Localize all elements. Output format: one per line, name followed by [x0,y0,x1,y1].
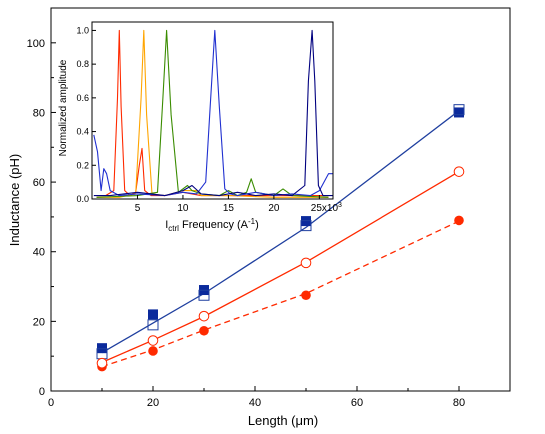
main-y-axis-label: Inductance (pH) [7,154,22,247]
main-y-tick-label: 100 [27,38,45,50]
fit-line-1 [101,171,460,363]
inset-x-tick-label: 10 [177,203,189,214]
point-filled-circle [301,290,311,301]
inset-background [92,22,333,199]
main-y-tick-label: 0 [39,386,45,398]
point-filled-circle [148,346,158,356]
point-open-circle [300,257,312,269]
point-filled-square [148,309,158,320]
main-x-axis-label: Length (μm) [248,413,318,428]
main-y-tick-label: 20 [33,316,45,328]
point-open-circle [147,335,159,346]
point-open-square [147,319,159,331]
point-open-circle [453,166,465,177]
main-y-tick-label: 40 [33,247,45,259]
point-filled-square [454,107,464,118]
main-y-tick-label: 80 [33,107,45,119]
main-x-tick-label: 20 [147,397,159,409]
main-x-tick-label: 40 [249,397,261,409]
inset-y-tick-label: 0.2 [76,160,89,170]
main-x-tick-label: 80 [453,397,465,409]
inset-series-4 [93,29,333,197]
inset-y-tick-label: 0.6 [76,93,89,103]
inset-y-tick-label: 0.0 [76,194,89,204]
point-filled-square [97,343,107,354]
inset-y-axis-label: Normalized amplitude [58,59,69,156]
main-x-tick-label: 0 [48,397,54,409]
inset-x-tick-label: 5 [135,203,141,214]
inset-y-tick-label: 0.4 [76,127,89,137]
inset-spectra [93,29,333,198]
inset-plot-frame [91,21,334,200]
point-open-square [453,104,465,116]
main-data-points [96,104,465,372]
main-axis-ticks: 0 20 40 60 80 0 20 40 60 80 100 [27,38,465,409]
point-open-circle [96,357,108,369]
inset-x-tick-label: 25x103 [311,202,342,214]
point-open-circle [198,310,210,322]
main-x-tick-label: 60 [351,397,363,409]
main-plot-frame [50,7,511,392]
main-y-tick-label: 60 [33,177,45,189]
inset-x-axis-label: Ictrl Frequency (A-1) [165,217,259,233]
inset-x-tick-label: 20 [268,203,280,214]
point-filled-circle [454,215,464,226]
point-filled-circle [199,325,209,336]
point-open-square [198,289,210,301]
fit-line-2 [101,220,460,368]
inset-y-tick-label: 1.0 [76,25,89,35]
inset-x-tick-label: 15 [223,203,235,214]
inset-axis-ticks: 5 10 15 20 25x103 0.0 0.2 0.4 0.6 0.8 1.0 [76,25,342,214]
inset-y-tick-label: 0.8 [76,59,89,69]
inset-series-3 [93,29,333,197]
point-open-square [300,220,312,232]
